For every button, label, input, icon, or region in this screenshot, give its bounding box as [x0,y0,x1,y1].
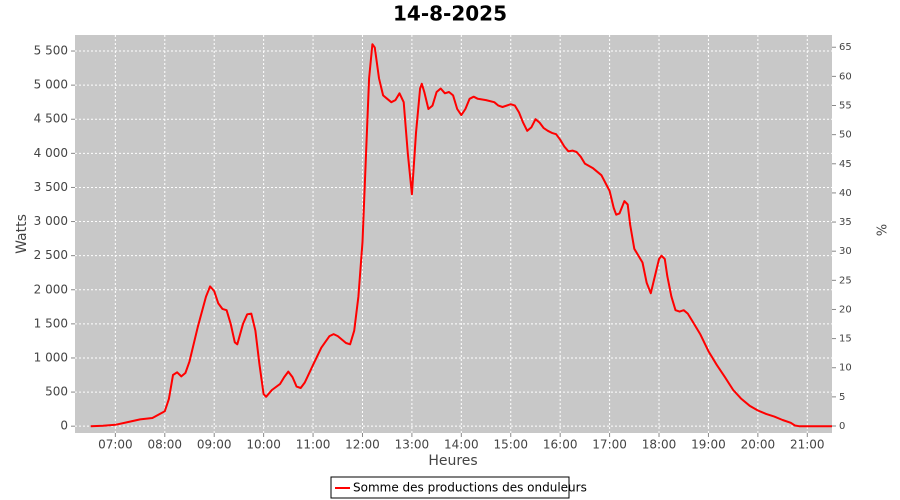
y2-tick-label: 65 [839,42,852,53]
y2-tick-label: 35 [839,217,852,228]
y2-tick-label: 60 [839,71,852,82]
y-tick-label: 5 500 [34,44,68,58]
y2-tick-label: 30 [839,246,852,257]
y-tick-label: 3 500 [34,180,68,194]
y-tick-label: 5 000 [34,78,68,92]
legend: Somme des productions des onduleurs [330,476,587,499]
y-tick-label: 2 500 [34,248,68,262]
x-tick-label: 18:00 [642,438,677,452]
y-tick-label: 0 [60,419,68,433]
x-tick-label: 17:00 [592,438,627,452]
x-tick-label: 07:00 [98,438,133,452]
y-tick-label: 500 [45,385,68,399]
y-tick-label: 2 000 [34,282,68,296]
x-tick-label: 10:00 [246,438,281,452]
y2-tick-label: 50 [839,130,852,141]
y-tick-label: 4 000 [34,146,68,160]
y-tick-label: 1 000 [34,350,68,364]
y-tick-label: 3 000 [34,214,68,228]
y2-tick-label: 55 [839,101,852,112]
y2-tick-label: 5 [839,392,845,403]
y2-tick-label: 25 [839,275,852,286]
x-tick-label: 15:00 [493,438,528,452]
y2-tick-label: 0 [839,421,845,432]
x-tick-label: 09:00 [197,438,232,452]
legend-label: Somme des productions des onduleurs [353,481,587,495]
x-tick-label: 16:00 [543,438,578,452]
x-tick-label: 21:00 [790,438,825,452]
y-tick-label: 4 500 [34,112,68,126]
x-tick-label: 20:00 [741,438,776,452]
plot-area [75,35,832,433]
y-axis-label: Watts [14,214,30,254]
x-tick-label: 19:00 [691,438,726,452]
x-tick-label: 14:00 [444,438,479,452]
y2-tick-label: 45 [839,159,852,170]
legend-box [330,476,570,499]
y2-tick-label: 10 [839,363,852,374]
x-axis-label: Heures [428,453,477,469]
x-tick-label: 11:00 [296,438,331,452]
x-tick-label: 13:00 [395,438,430,452]
x-tick-label: 12:00 [345,438,380,452]
y-tick-label: 1 500 [34,316,68,330]
y2-axis-label: % [873,224,888,236]
y2-tick-label: 40 [839,188,852,199]
line-series [90,43,832,428]
chart-title: 14-8-2025 [393,2,507,26]
x-tick-label: 08:00 [147,438,182,452]
y2-tick-label: 15 [839,334,852,345]
y2-tick-label: 20 [839,304,852,315]
